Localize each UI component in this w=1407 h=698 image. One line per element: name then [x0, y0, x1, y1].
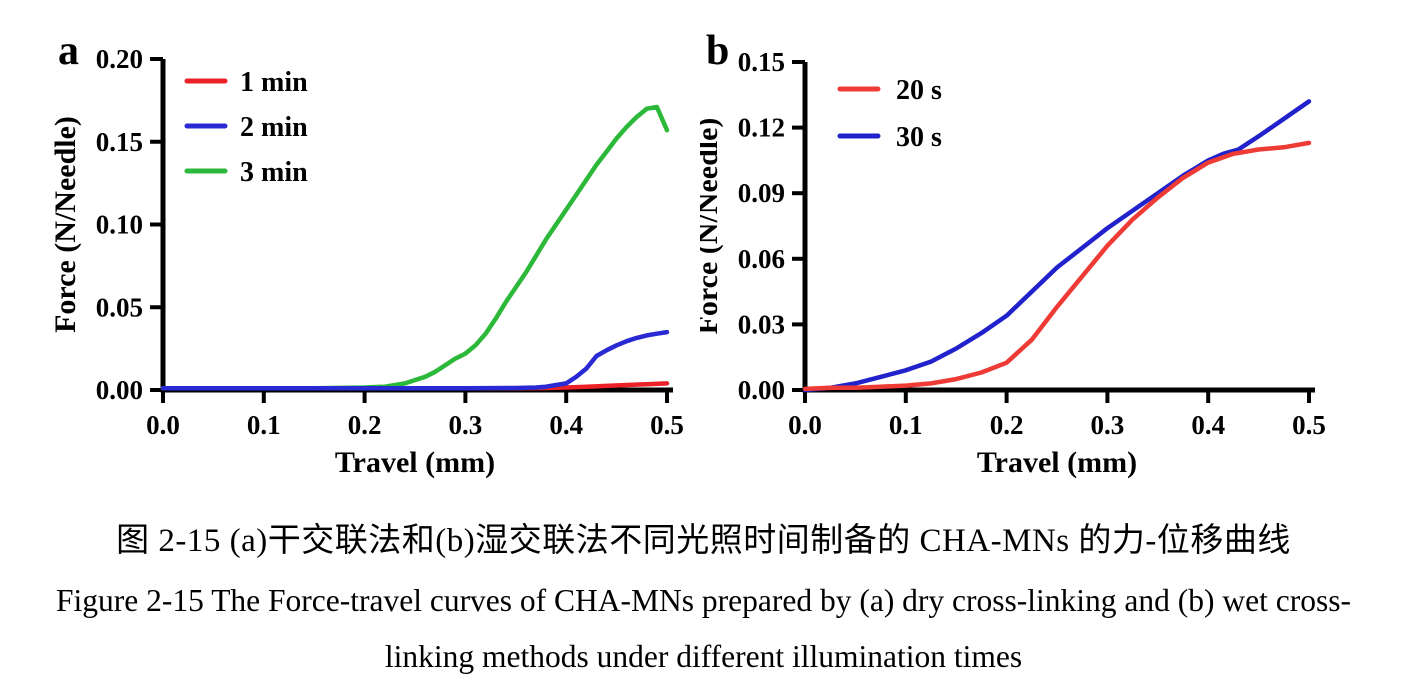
caption-chinese: 图 2-15 (a)干交联法和(b)湿交联法不同光照时间制备的 CHA-MNs …: [116, 523, 1291, 559]
axes: [802, 62, 1315, 393]
y-tick-label: 0.00: [96, 375, 143, 405]
x-tick-label: 0.2: [348, 410, 382, 440]
x-axis-title: Travel (mm): [977, 446, 1137, 479]
caption-english-line1: Figure 2-15 The Force-travel curves of C…: [56, 583, 1351, 618]
legend-label-1-min: 1 min: [240, 67, 308, 98]
x-tick-label: 0.0: [788, 410, 822, 440]
panel-label-b: b: [706, 28, 729, 74]
x-tick-label: 0.0: [146, 410, 180, 440]
legend-label-3-min: 3 min: [240, 157, 308, 188]
y-tick-label: 0.03: [738, 309, 785, 339]
legend-label-30-s: 30 s: [896, 122, 942, 153]
y-tick-label: 0.10: [96, 210, 143, 240]
x-tick-label: 0.3: [449, 410, 483, 440]
y-tick-label: 0.15: [96, 127, 143, 157]
legend-label-2-min: 2 min: [240, 112, 308, 143]
charts-row: a 0.00 0.05 0.10 0.15 0.20 0.0 0.1 0.2 0.3 0.4 0.5 F…: [0, 0, 1407, 500]
axes: [160, 59, 673, 393]
y-tick-label: 0.00: [738, 375, 785, 405]
chart-panel-a: a 0.00 0.05 0.10 0.15 0.20 0.0 0.1 0.2 0.3 0.4 0.5 F…: [0, 0, 700, 500]
series-curve-3-min: [160, 104, 670, 391]
y-axis-title: Force (N/Needle): [49, 116, 82, 333]
y-tick-label: 0.06: [738, 244, 785, 274]
legend-label-20-s: 20 s: [896, 75, 942, 106]
y-tick-label: 0.12: [738, 113, 785, 143]
x-tick-label: 0.5: [650, 410, 684, 440]
x-tick-label: 0.1: [889, 410, 923, 440]
x-tick-label: 0.2: [990, 410, 1024, 440]
panel-label-a: a: [58, 28, 79, 74]
chart-panel-b: b 0.00 0.03 0.06 0.09 0.12 0.15 0.0 0.1 0.2 0.3 0.4…: [691, 0, 1407, 500]
series-curve-20-s: [802, 140, 1312, 392]
chart-a-svg: a 0.00 0.05 0.10 0.15 0.20 0.0 0.1 0.2 0.3 0.4 0.5 F…: [49, 28, 684, 479]
y-tick-label: 0.20: [96, 44, 143, 74]
y-tick-label: 0.15: [738, 47, 785, 77]
x-tick-label: 0.4: [549, 410, 583, 440]
chart-b-svg: b 0.00 0.03 0.06 0.09 0.12 0.15 0.0 0.1 0.2 0.3 0.4…: [691, 28, 1326, 479]
x-tick-label: 0.4: [1191, 410, 1225, 440]
x-axis-title: Travel (mm): [335, 446, 495, 479]
series-curve-2-min: [160, 329, 670, 391]
x-tick-label: 0.5: [1292, 410, 1326, 440]
x-tick-label: 0.1: [247, 410, 281, 440]
caption-english-line2: linking methods under different illumina…: [384, 639, 1023, 674]
x-tick-label: 0.3: [1091, 410, 1125, 440]
y-tick-label: 0.05: [96, 292, 143, 322]
y-axis-title: Force (N/Needle): [700, 118, 724, 335]
y-tick-label: 0.09: [738, 178, 785, 208]
series-curve-30-s: [802, 99, 1312, 393]
